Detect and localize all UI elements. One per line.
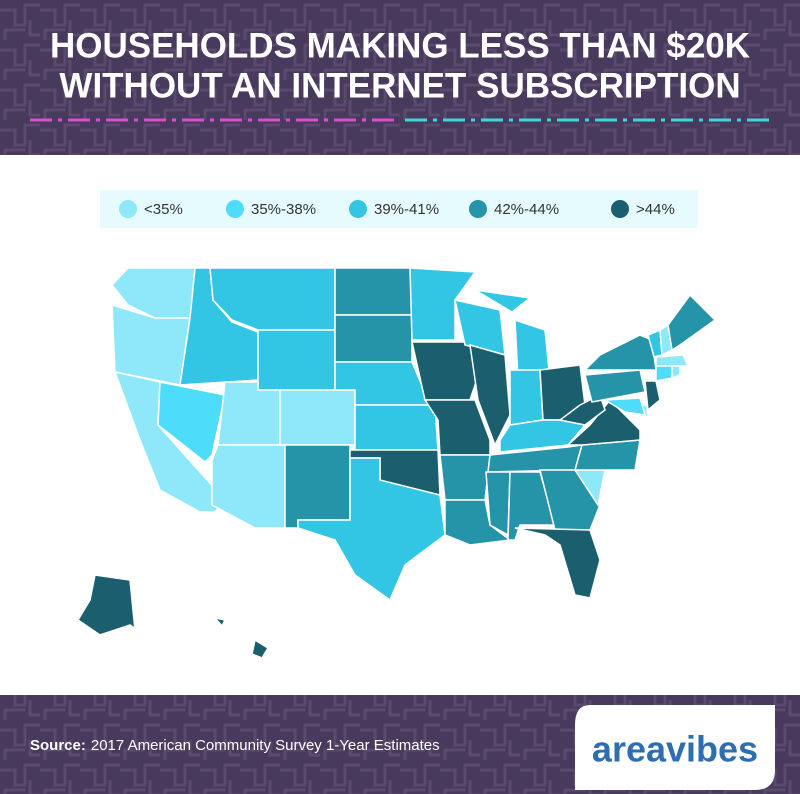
state xyxy=(439,454,491,501)
state xyxy=(584,369,646,403)
title-line: WITHOUT AN INTERNET SUBSCRIPTION xyxy=(59,66,740,105)
state xyxy=(667,293,717,352)
state xyxy=(566,398,641,446)
state xyxy=(217,381,281,446)
state xyxy=(644,380,661,412)
state xyxy=(558,393,606,426)
legend-label: 39%-41% xyxy=(374,201,439,218)
source-text: 2017 American Community Survey 1-Year Es… xyxy=(91,737,440,754)
state xyxy=(251,638,270,659)
state xyxy=(76,574,166,651)
source: Source: 2017 American Community Survey 1-… xyxy=(30,737,440,754)
legend-swatch xyxy=(611,200,629,218)
state xyxy=(212,616,227,628)
legend-swatch xyxy=(469,200,487,218)
title-line: HOUSEHOLDS MAKING LESS THAN $20K xyxy=(50,26,750,65)
state xyxy=(334,314,413,363)
legend-swatch xyxy=(226,200,244,218)
logo-box xyxy=(575,705,775,790)
state xyxy=(279,389,356,446)
state xyxy=(157,381,226,464)
map xyxy=(76,267,717,659)
state xyxy=(602,397,647,416)
legend-label: <35% xyxy=(144,201,183,218)
legend-label: 35%-38% xyxy=(251,201,316,218)
legend-label: >44% xyxy=(636,201,675,218)
state xyxy=(469,343,511,447)
legend-bg xyxy=(100,190,698,228)
state xyxy=(474,289,532,313)
legend-swatch xyxy=(119,200,137,218)
legend-swatch xyxy=(349,200,367,218)
state xyxy=(411,341,481,401)
state xyxy=(671,365,681,380)
state xyxy=(409,267,477,341)
state xyxy=(257,329,336,391)
legend: <35% 35%-38% 39%-41% 42%-44% >44% xyxy=(119,200,675,218)
state xyxy=(655,365,673,382)
state xyxy=(354,404,439,451)
state xyxy=(284,444,351,529)
state xyxy=(514,527,601,599)
state xyxy=(485,471,511,537)
state xyxy=(509,369,544,426)
logo: areavibes xyxy=(592,729,758,770)
header-pattern xyxy=(0,0,800,155)
legend-label: 42%-44% xyxy=(494,201,559,218)
source-label: Source: xyxy=(30,737,86,754)
state xyxy=(334,267,413,316)
state xyxy=(297,457,446,602)
state xyxy=(655,354,690,367)
